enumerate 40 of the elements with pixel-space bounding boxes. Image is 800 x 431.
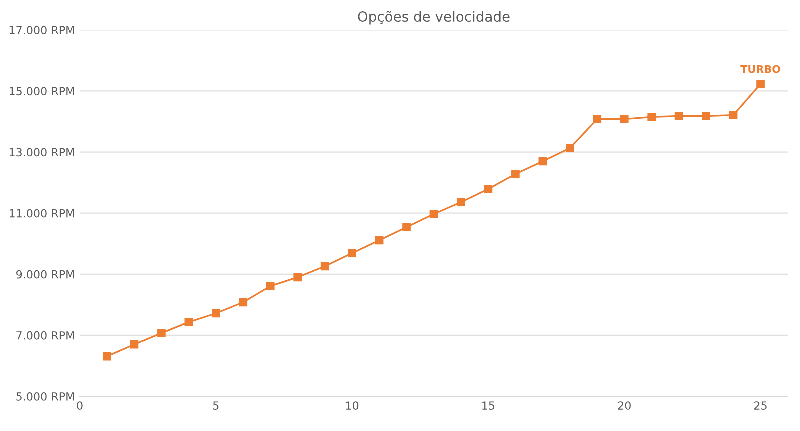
point	[402, 223, 411, 232]
y-tick-label: 13.000 RPM	[10, 148, 74, 157]
point	[648, 113, 656, 122]
x-tick-label: 15	[482, 402, 495, 410]
point	[729, 111, 738, 120]
point	[566, 144, 574, 152]
chart-title: Opções de velocidade	[358, 11, 510, 25]
point	[103, 352, 112, 361]
y-tick-label: 5.000 RPM	[16, 392, 74, 401]
annotation: TURBO	[740, 65, 780, 74]
point	[538, 157, 548, 166]
point	[239, 298, 248, 307]
point	[430, 210, 438, 218]
y-tick-label: 11.000 RPM	[10, 209, 74, 218]
point	[674, 112, 684, 120]
point	[294, 273, 302, 282]
x-tick-label: 5	[213, 402, 219, 410]
point	[593, 115, 602, 124]
point	[702, 112, 710, 120]
point	[457, 198, 466, 207]
point	[484, 185, 493, 194]
point	[375, 236, 384, 245]
point	[184, 318, 194, 326]
point	[348, 249, 356, 258]
point	[512, 170, 520, 178]
x-tick-label: 0	[77, 402, 83, 410]
point	[320, 262, 330, 271]
x-tick-label: 20	[618, 402, 631, 410]
y-tick-label: 15.000 RPM	[10, 87, 74, 96]
y-tick-label: 7.000 RPM	[16, 331, 74, 340]
x-tick-label: 25	[754, 402, 767, 410]
point	[212, 309, 220, 318]
y-tick-label: 9.000 RPM	[16, 270, 74, 279]
point	[266, 282, 275, 290]
point	[756, 80, 765, 88]
point	[158, 329, 166, 338]
x-tick-label: 10	[346, 402, 359, 410]
point	[620, 115, 629, 124]
point	[130, 340, 139, 349]
y-tick-label: 17.000 RPM	[10, 26, 74, 35]
